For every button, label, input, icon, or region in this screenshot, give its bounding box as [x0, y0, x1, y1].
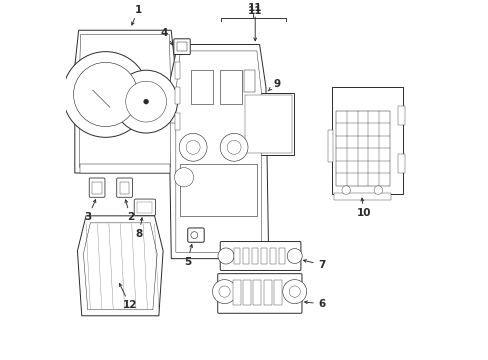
Text: 10: 10 — [356, 208, 370, 218]
Text: 11: 11 — [247, 3, 262, 13]
Bar — [331, 87, 403, 194]
Bar — [137, 202, 152, 213]
Bar — [180, 165, 256, 216]
Bar — [120, 182, 129, 194]
Circle shape — [220, 134, 247, 161]
Bar — [244, 95, 292, 153]
Circle shape — [115, 70, 177, 133]
Circle shape — [286, 248, 302, 264]
FancyBboxPatch shape — [217, 274, 302, 313]
Bar — [336, 111, 389, 186]
Circle shape — [373, 186, 382, 194]
Polygon shape — [77, 216, 163, 316]
Circle shape — [179, 134, 206, 161]
Polygon shape — [168, 45, 268, 259]
FancyBboxPatch shape — [89, 178, 105, 197]
Circle shape — [190, 232, 197, 239]
FancyBboxPatch shape — [134, 199, 155, 216]
Bar — [191, 70, 213, 104]
Bar — [328, 130, 332, 162]
FancyBboxPatch shape — [187, 228, 204, 242]
Bar — [397, 105, 404, 125]
Polygon shape — [80, 35, 170, 167]
Bar — [243, 248, 249, 264]
Bar — [170, 97, 176, 123]
Text: 11: 11 — [247, 6, 262, 15]
Circle shape — [226, 140, 241, 154]
Text: 12: 12 — [122, 300, 137, 310]
Text: 3: 3 — [84, 212, 92, 222]
Circle shape — [125, 81, 166, 122]
Bar — [92, 182, 102, 194]
Text: 6: 6 — [318, 299, 325, 309]
Bar — [233, 248, 240, 264]
Text: 1: 1 — [135, 5, 142, 14]
Text: 9: 9 — [272, 79, 280, 89]
FancyBboxPatch shape — [173, 39, 190, 54]
Circle shape — [219, 286, 230, 297]
Circle shape — [288, 286, 300, 297]
Circle shape — [212, 280, 236, 303]
Bar — [243, 280, 251, 305]
Bar — [175, 113, 180, 130]
Polygon shape — [176, 51, 261, 252]
FancyBboxPatch shape — [117, 178, 132, 197]
Bar — [253, 280, 261, 305]
Text: 2: 2 — [126, 212, 134, 222]
Bar — [232, 280, 241, 305]
Polygon shape — [83, 223, 157, 310]
Bar — [397, 154, 404, 173]
Bar — [251, 248, 258, 264]
Circle shape — [282, 280, 306, 303]
Polygon shape — [75, 30, 178, 173]
Bar — [263, 280, 271, 305]
Text: 5: 5 — [183, 257, 191, 266]
Bar — [269, 248, 276, 264]
Circle shape — [341, 186, 350, 194]
Bar — [242, 93, 294, 155]
Bar — [244, 70, 255, 92]
Circle shape — [218, 248, 234, 264]
Bar — [261, 248, 266, 264]
Circle shape — [143, 99, 148, 104]
FancyBboxPatch shape — [220, 242, 300, 270]
Bar — [177, 42, 186, 51]
Text: 7: 7 — [318, 260, 325, 270]
Circle shape — [73, 62, 138, 127]
Bar — [175, 62, 180, 79]
Circle shape — [62, 51, 148, 137]
Circle shape — [186, 140, 200, 154]
Bar — [333, 193, 390, 200]
Bar — [80, 165, 170, 173]
Text: 4: 4 — [161, 28, 168, 38]
Circle shape — [174, 168, 193, 187]
Text: 8: 8 — [135, 229, 142, 239]
Bar — [273, 280, 282, 305]
Bar — [175, 87, 180, 104]
Bar — [279, 248, 285, 264]
Bar — [220, 70, 242, 104]
